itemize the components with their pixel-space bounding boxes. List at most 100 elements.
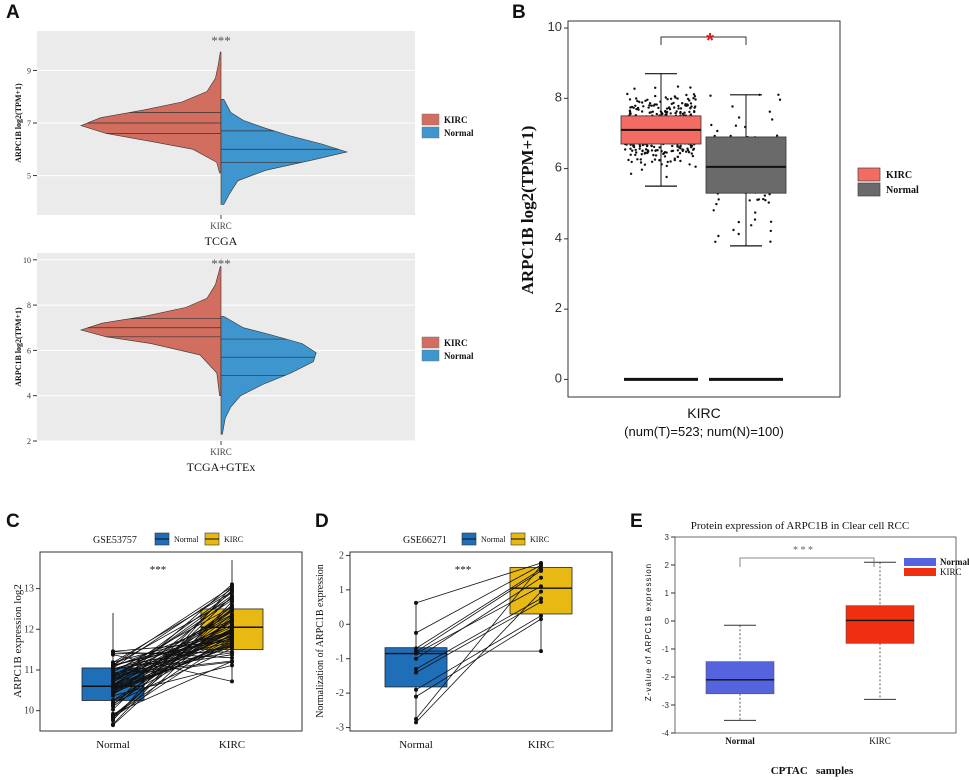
data-point-kirc: [644, 99, 647, 103]
box-normal: [705, 661, 775, 695]
panel-e-x-title: CPTAC samples: [771, 765, 854, 777]
panel-e-legend-kirc-label: KIRC: [940, 567, 962, 577]
panel-b-legend-normal-swatch: [857, 182, 881, 197]
data-point-kirc: [646, 98, 649, 102]
data-point-normal: [414, 694, 418, 699]
panel-c-legend-kirc-label: KIRC: [224, 535, 243, 544]
panel-c-x-normal: Normal: [96, 739, 130, 751]
data-point-kirc: [679, 111, 682, 115]
y-tick-label: -3: [336, 723, 344, 734]
data-point-kirc: [539, 584, 543, 589]
data-point-kirc: [674, 96, 677, 99]
data-point-kirc: [689, 107, 692, 110]
data-point-kirc: [657, 106, 660, 110]
panel-d-x-kirc: KIRC: [528, 739, 554, 751]
data-point-kirc: [672, 101, 675, 105]
data-point-normal: [710, 123, 713, 127]
data-point-kirc: [641, 101, 644, 104]
pair-line: [112, 586, 233, 666]
box-normal: [705, 136, 787, 194]
data-point-normal: [111, 723, 115, 728]
data-point-kirc: [670, 149, 673, 153]
y-tick-label: 6: [555, 160, 562, 175]
data-point-kirc: [630, 105, 634, 109]
panel-a2-y-ticks: 2 4 6 8 10: [23, 256, 37, 446]
panel-a1-legend-kirc-swatch: [421, 113, 440, 126]
data-point-kirc: [658, 146, 661, 149]
data-point-kirc: [230, 644, 234, 649]
pair-line: [112, 592, 233, 680]
data-point-kirc: [663, 155, 667, 158]
y-tick-label: 2: [555, 300, 562, 315]
pair-line: [415, 618, 542, 697]
data-point-normal: [709, 94, 712, 97]
panel-d-significance: ***: [455, 564, 472, 576]
data-point-kirc: [650, 149, 654, 152]
data-point-normal: [737, 220, 740, 224]
data-point-normal: [414, 687, 418, 692]
panel-d-paired-lines: [414, 561, 543, 725]
data-point-kirc: [635, 151, 638, 154]
data-point-kirc: [230, 679, 234, 684]
panel-b-legend-kirc-label: KIRC: [886, 170, 912, 181]
data-point-normal: [750, 224, 753, 227]
data-point-kirc: [230, 589, 234, 594]
data-point-kirc: [230, 604, 234, 609]
data-point-normal: [775, 134, 779, 137]
data-point-kirc: [669, 160, 672, 163]
data-point-kirc: [693, 110, 696, 113]
data-point-kirc: [636, 99, 639, 103]
data-point-normal: [111, 666, 115, 671]
data-point-kirc: [646, 149, 649, 152]
data-point-kirc: [230, 659, 234, 664]
pair-line: [112, 624, 233, 686]
data-point-kirc: [669, 112, 672, 115]
data-point-kirc: [658, 159, 661, 162]
panel-label-d: D: [315, 511, 329, 532]
panel-a2-violins: [79, 266, 317, 435]
data-point-kirc: [646, 151, 649, 155]
data-point-kirc: [690, 152, 693, 155]
panel-c-y-title: ARPC1B expression log2: [12, 584, 24, 698]
data-point-kirc: [688, 99, 691, 102]
data-point-kirc: [694, 98, 697, 101]
panel-b-x-title: KIRC: [687, 405, 720, 421]
y-tick-label: 1: [339, 585, 344, 596]
y-tick-label: 6: [27, 346, 31, 355]
data-point-kirc: [624, 148, 627, 151]
pair-line: [415, 570, 542, 653]
data-point-kirc: [679, 107, 683, 110]
data-point-kirc: [689, 102, 693, 105]
data-point-kirc: [640, 153, 643, 156]
data-point-normal: [414, 656, 418, 661]
data-point-normal: [762, 197, 765, 201]
data-point-kirc: [665, 151, 668, 154]
data-point-kirc: [634, 148, 637, 152]
panel-c-legend-normal-label: Normal: [174, 535, 199, 544]
violin-half-kirc: [79, 266, 222, 397]
data-point-kirc: [630, 160, 633, 164]
data-point-kirc: [638, 100, 641, 104]
box-kirc: [845, 605, 915, 644]
pair-line: [415, 568, 542, 649]
pair-line: [415, 615, 542, 691]
data-point-kirc: [629, 111, 632, 115]
pair-line: [112, 615, 233, 726]
data-point-kirc: [539, 575, 543, 580]
data-point-normal: [731, 105, 734, 108]
panel-e-x-normal: Normal: [725, 736, 755, 746]
panel-d-dataset-label: GSE66271: [403, 535, 447, 546]
pair-line: [415, 562, 542, 604]
data-point-normal: [414, 720, 418, 725]
data-point-normal: [769, 240, 772, 243]
pair-line: [112, 588, 233, 669]
data-point-normal: [414, 630, 418, 635]
y-tick-label: -2: [662, 673, 670, 682]
data-point-kirc: [681, 102, 684, 105]
panel-a2-legend-kirc-swatch: [421, 336, 440, 349]
data-point-kirc: [655, 112, 658, 116]
panel-b-boxes: [620, 36, 787, 381]
panel-a2-x-category: KIRC: [210, 447, 232, 457]
panel-e-y-ticks: -4 -3 -2 -1 0 1 2 3: [662, 533, 675, 738]
